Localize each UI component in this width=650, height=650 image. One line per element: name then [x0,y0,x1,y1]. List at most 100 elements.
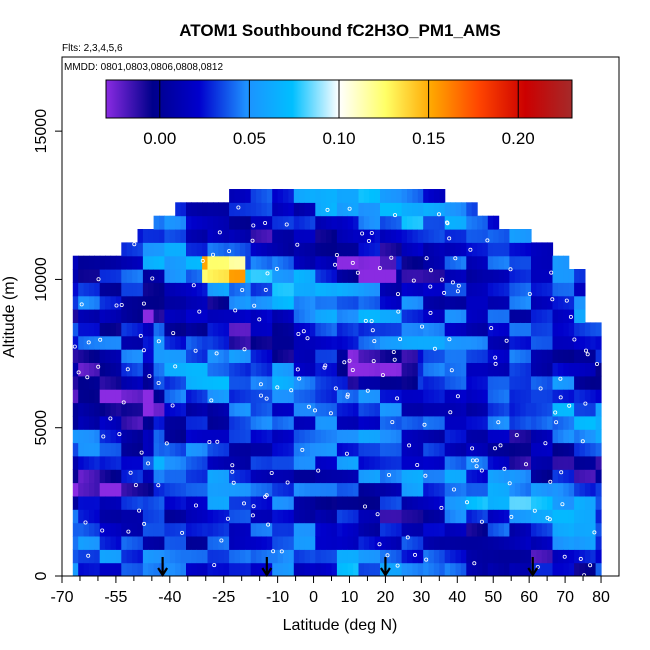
heatmap-cell [266,429,273,444]
heatmap-cell [207,482,214,497]
heatmap-cell [105,309,112,323]
heatmap-cell [331,536,338,550]
heatmap-cell [121,562,128,576]
heatmap-cell [234,402,241,417]
heatmap-cell [94,549,101,564]
heatmap-cell [132,415,139,430]
heatmap-cell [304,255,311,270]
heatmap-cell [320,482,327,497]
heatmap-cell [450,389,457,404]
heatmap-cell [331,242,338,257]
heatmap-cell [493,482,500,497]
heatmap-cell [288,335,295,350]
observation-point [345,394,350,399]
heatmap-cell [175,509,182,524]
heatmap-cell [493,322,500,337]
heatmap-cell [423,455,430,470]
observation-point [200,258,205,263]
heatmap-cell [261,469,268,484]
heatmap-cell [202,429,209,444]
heatmap-cell [331,189,338,203]
heatmap-cell [407,536,413,550]
heatmap-cell [89,429,95,444]
heatmap-cell [207,242,214,257]
heatmap-cell [256,509,263,524]
heatmap-cell [169,269,176,283]
heatmap-cell [531,482,537,497]
heatmap-cell [207,429,214,444]
heatmap-cell [310,455,316,470]
heatmap-cell [477,269,484,283]
heatmap-cell [196,295,203,310]
heatmap-cell [487,495,494,510]
heatmap-cell [310,229,316,243]
heatmap-cell [482,309,489,323]
heatmap-cell [439,215,446,230]
heatmap-cell [299,415,306,430]
observation-point [369,319,374,324]
heatmap-cell [218,215,225,230]
heatmap-cell [164,522,171,537]
heatmap-cell [320,442,327,457]
heatmap-cell [493,455,500,470]
heatmap-cell [482,495,489,510]
heatmap-cell [142,482,149,497]
heatmap-cell [315,402,322,417]
heatmap-cell [331,255,338,270]
observation-point [369,230,374,235]
heatmap-cell [310,375,316,390]
heatmap-cell [239,282,246,297]
heatmap-cell [374,242,381,257]
heatmap-cell [159,389,165,404]
heatmap-cell [299,335,306,350]
heatmap-cell [304,215,311,230]
heatmap-cell [353,202,360,217]
heatmap-cell [277,442,284,457]
heatmap-cell [353,562,360,576]
heatmap-cell [202,402,209,417]
heatmap-cell [455,322,462,337]
heatmap-cell [299,389,306,404]
heatmap-cell [412,455,419,470]
heatmap-cell [89,549,95,564]
heatmap-cell [563,269,570,283]
heatmap-cell [272,389,279,404]
observation-point [493,361,498,366]
heatmap-cell [363,215,370,230]
heatmap-cell [590,455,597,470]
heatmap-cell [342,375,349,390]
heatmap-cell [531,389,537,404]
observation-point [117,432,122,437]
heatmap-cell [83,429,90,444]
heatmap-cell [142,255,149,270]
heatmap-cell [288,562,295,576]
heatmap-cell [531,255,537,270]
heatmap-cell [245,375,252,390]
heatmap-cell [137,335,144,350]
heatmap-cell [229,362,236,377]
heatmap-cell [89,322,95,337]
heatmap-cell [336,295,343,310]
heatmap-cell [99,309,106,323]
heatmap-cell [531,536,537,550]
heatmap-cell [369,495,376,510]
heatmap-cell [520,375,527,390]
heatmap-cell [234,295,241,310]
heatmap-cell [347,442,354,457]
heatmap-cell [584,322,591,337]
heatmap-cell [234,549,241,564]
heatmap-cell [250,536,257,550]
heatmap-cell [283,429,289,444]
heatmap-cell [525,309,532,323]
heatmap-cell [584,482,591,497]
heatmap-cell [245,429,252,444]
heatmap-cell [148,282,155,297]
heatmap-cell [153,402,160,417]
heatmap-cell [196,242,203,257]
heatmap-cell [428,389,435,404]
heatmap-cell [94,429,101,444]
heatmap-cell [466,509,473,524]
heatmap-cell [450,442,457,457]
heatmap-cell [563,522,570,537]
heatmap-cell [142,536,149,550]
